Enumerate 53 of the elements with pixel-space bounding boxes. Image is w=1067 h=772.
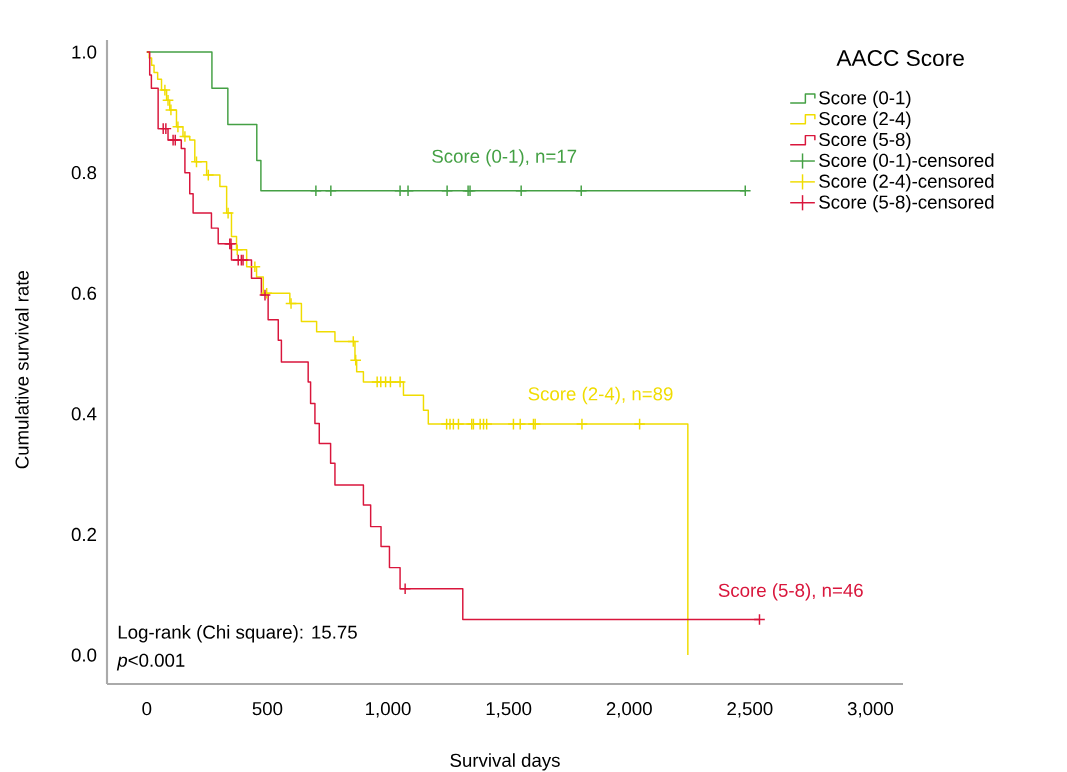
y-axis-title: Cumulative survival rate (14, 271, 29, 469)
legend-label: Score (0-1) (819, 90, 911, 109)
point (222, 206, 235, 220)
point (401, 184, 415, 197)
point (231, 243, 244, 256)
point (248, 260, 261, 273)
point (202, 168, 215, 182)
annotation: p<0.001 (116, 653, 185, 671)
y-tick-label: 0.8 (71, 166, 97, 180)
point (324, 184, 337, 197)
x-tick-label: 0 (142, 702, 152, 716)
legend-label: Score (2-4) (819, 111, 911, 129)
x-axis-title: Survival days (450, 753, 560, 771)
annotation: Score (0-1), n=17 (432, 149, 577, 167)
annotation: Log-rank (Chi square): 15.75 (118, 625, 357, 643)
x-tick-label: 2,500 (727, 702, 773, 718)
point (171, 120, 184, 133)
legend-title: AACC Score (836, 50, 964, 67)
point (161, 94, 175, 107)
point (633, 418, 646, 431)
legend-label: Score (0-1)-censored (819, 153, 994, 171)
y-tick-label: 0.6 (71, 286, 97, 300)
annotation: Score (5-8), n=46 (718, 583, 863, 601)
point (575, 418, 589, 431)
point (178, 130, 191, 143)
x-tick-label: 3,000 (847, 702, 894, 718)
point (284, 297, 298, 310)
x-tick-label: 500 (252, 702, 283, 716)
point (739, 184, 752, 197)
y-tick-label: 0.0 (71, 648, 97, 662)
point (349, 354, 362, 367)
legend-label: Score (5-8)-censored (819, 194, 994, 213)
y-tick-label: 0.2 (71, 527, 97, 542)
point (309, 184, 322, 197)
point (753, 613, 766, 626)
y-tick-label: 1.0 (72, 45, 97, 59)
legend-label: Score (2-4)-censored (819, 174, 994, 192)
point (347, 335, 360, 348)
point (441, 184, 454, 197)
point (514, 418, 527, 431)
x-tick-label: 1,000 (366, 702, 411, 718)
x-tick-label: 2,000 (606, 702, 652, 718)
point (164, 103, 177, 117)
point (158, 83, 171, 97)
point (575, 184, 588, 197)
annotation: Score (2-4), n=89 (528, 386, 673, 405)
point (399, 582, 412, 595)
point (190, 155, 203, 168)
point (515, 184, 528, 197)
y-tick-label: 0.4 (71, 407, 97, 421)
legend-label: Score (5-8) (819, 132, 911, 150)
x-tick-label: 1,500 (486, 702, 532, 718)
point (394, 375, 407, 388)
